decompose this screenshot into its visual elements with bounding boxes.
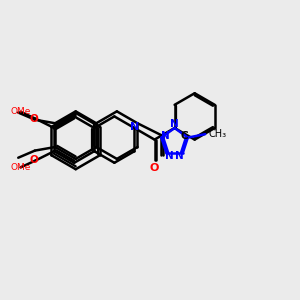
- Text: N: N: [160, 131, 169, 141]
- Text: O: O: [150, 163, 159, 173]
- Text: N: N: [176, 151, 184, 161]
- Text: OMe: OMe: [10, 107, 31, 116]
- Text: N: N: [170, 119, 179, 129]
- Text: N: N: [165, 151, 174, 161]
- Text: OMe: OMe: [10, 163, 31, 172]
- Text: C: C: [180, 131, 188, 141]
- Text: CH₃: CH₃: [208, 129, 226, 139]
- Text: O: O: [30, 155, 38, 166]
- Text: O: O: [30, 114, 38, 124]
- Text: N: N: [130, 122, 140, 131]
